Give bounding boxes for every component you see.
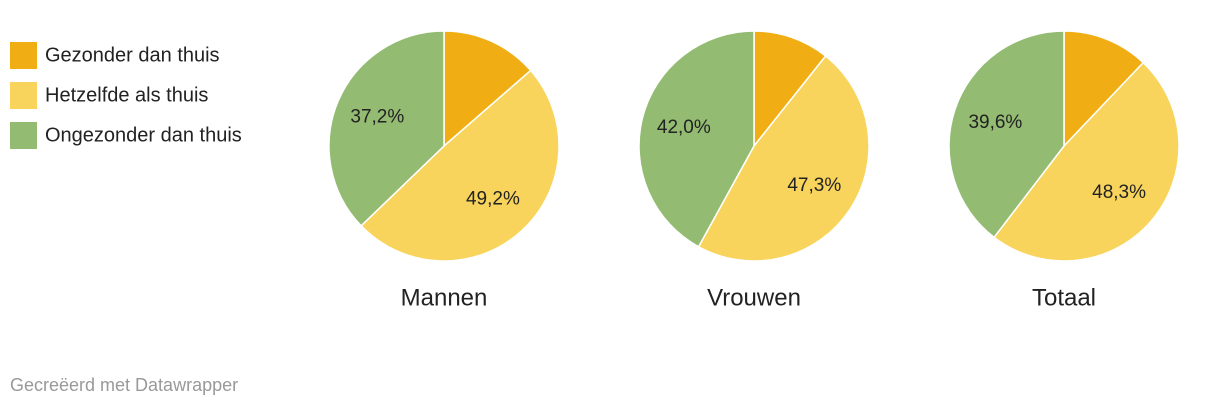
pie-slice (443, 30, 532, 148)
pie-slice (1063, 30, 1145, 148)
slice-label: 39,6% (968, 112, 1022, 133)
legend-swatch (10, 122, 37, 149)
credit: Gecreëerd met Datawrapper (10, 375, 238, 395)
pie-slice (638, 30, 755, 248)
slice-label: 42,0% (657, 117, 711, 138)
pie-title: Mannen (401, 284, 488, 311)
legend-swatch (10, 42, 37, 69)
pie-slice (948, 30, 1065, 239)
pie-slice (993, 61, 1180, 262)
pie-title: Totaal (1032, 284, 1096, 311)
pie-slice (328, 30, 445, 227)
pie-slice (360, 69, 560, 262)
slice-label: 49,2% (466, 188, 520, 209)
pie-slice (697, 54, 870, 262)
pie-slice (753, 30, 827, 149)
legend-label: Ongezonder dan thuis (45, 124, 242, 146)
legend-label: Gezonder dan thuis (45, 44, 220, 66)
slice-label: 47,3% (787, 175, 841, 196)
legend-label: Hetzelfde als thuis (45, 84, 208, 106)
slice-label: 37,2% (350, 107, 404, 128)
legend-swatch (10, 82, 37, 109)
pie-title: Vrouwen (707, 284, 801, 311)
slice-label: 48,3% (1092, 182, 1146, 203)
